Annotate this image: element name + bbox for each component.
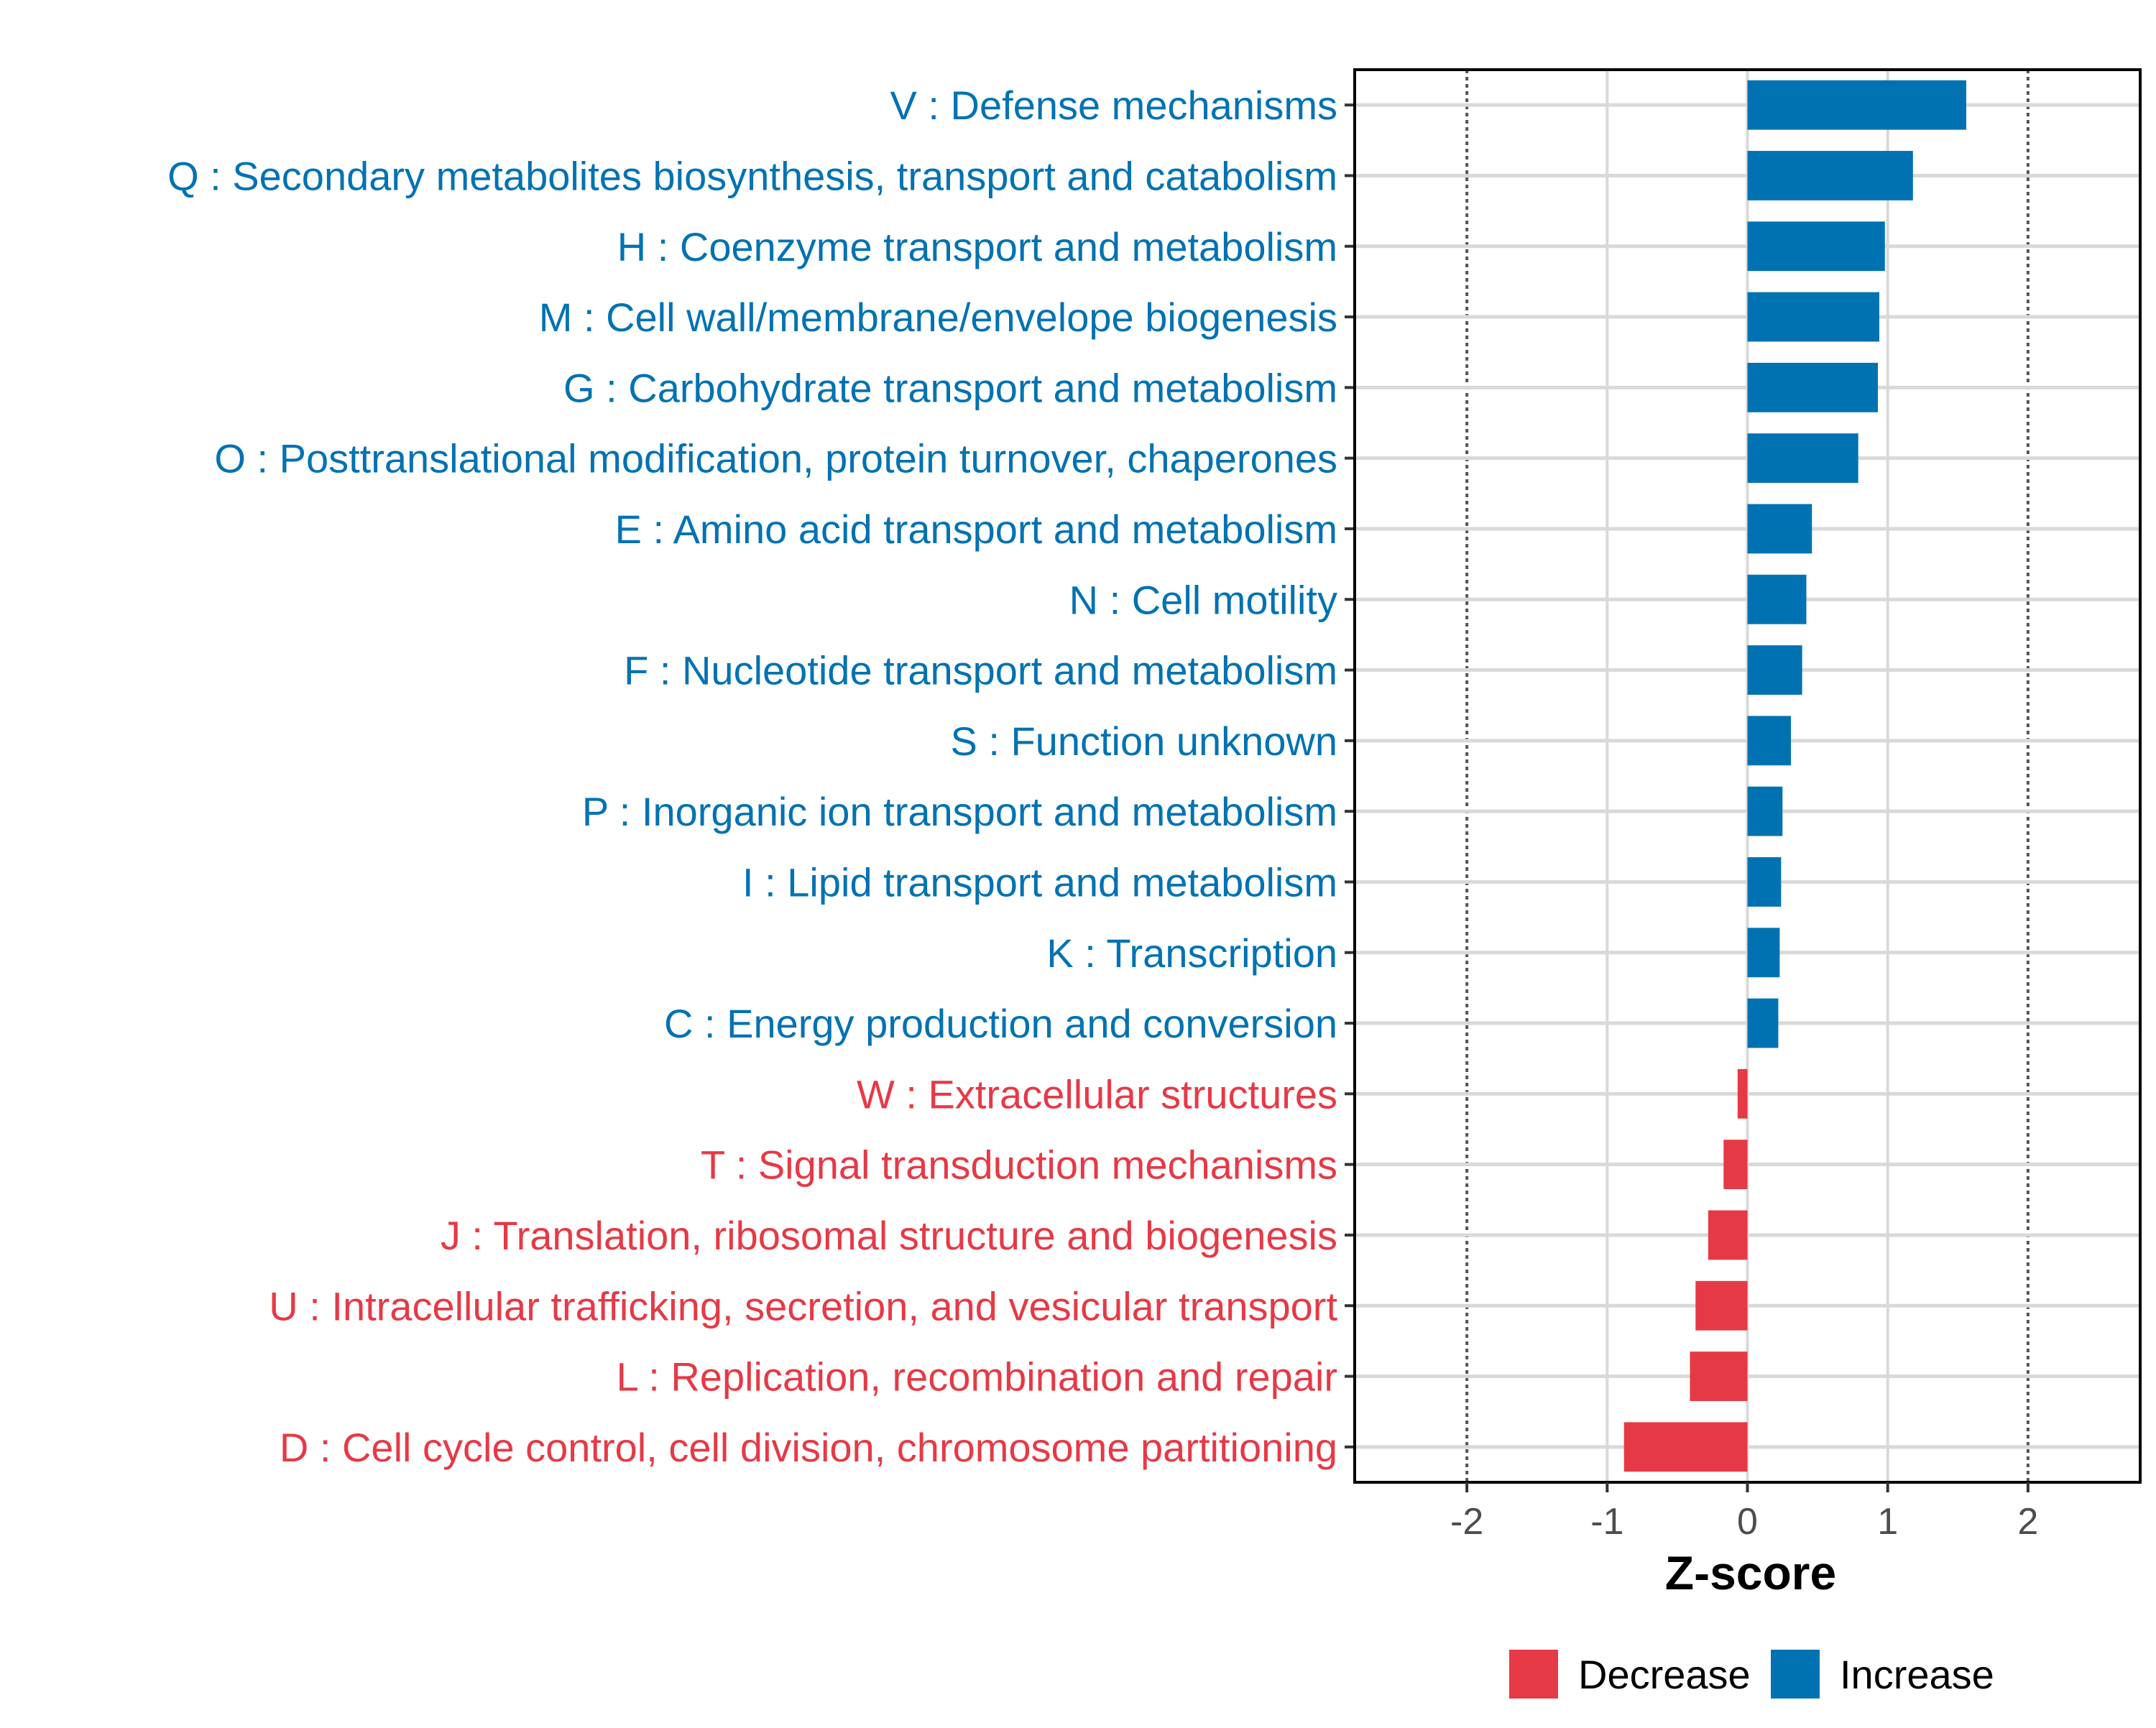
- category-label: V : Defense mechanisms: [890, 83, 1337, 128]
- category-label: K : Transcription: [1046, 930, 1337, 976]
- bar-g: [1747, 362, 1879, 412]
- bar-p: [1747, 786, 1783, 836]
- x-tick-label: 1: [1877, 1501, 1898, 1543]
- bar-u: [1695, 1280, 1748, 1331]
- category-label: F : Nucleotide transport and metabolism: [624, 648, 1337, 693]
- bar-c: [1747, 998, 1779, 1048]
- bar-i: [1747, 857, 1782, 907]
- category-label: N : Cell motility: [1069, 577, 1337, 622]
- x-axis-title: Z-score: [1665, 1546, 1836, 1599]
- category-label: D : Cell cycle control, cell division, c…: [280, 1425, 1337, 1470]
- bar-j: [1708, 1210, 1748, 1260]
- category-label: Q : Secondary metabolites biosynthesis, …: [167, 153, 1337, 198]
- category-label: H : Coenzyme transport and metabolism: [617, 224, 1337, 269]
- bar-f: [1747, 645, 1802, 695]
- x-tick-label: 0: [1737, 1501, 1758, 1543]
- category-label: G : Carbohydrate transport and metabolis…: [563, 365, 1337, 410]
- x-tick-label: -1: [1590, 1501, 1623, 1543]
- category-label: M : Cell wall/membrane/envelope biogenes…: [539, 295, 1337, 340]
- bar-t: [1723, 1140, 1748, 1190]
- bar-h: [1747, 221, 1885, 272]
- bar-m: [1747, 292, 1879, 342]
- bar-e: [1747, 504, 1812, 554]
- bar-layer: [1623, 80, 1966, 1472]
- category-label-layer: V : Defense mechanisms Q : Secondary meta…: [167, 83, 1337, 1470]
- bar-q: [1747, 151, 1913, 200]
- category-label: I : Lipid transport and metabolism: [742, 859, 1337, 905]
- category-label: O : Posttranslational modification, prot…: [214, 436, 1337, 481]
- legend: Decrease Increase: [1509, 1650, 1994, 1699]
- bar-o: [1747, 433, 1858, 484]
- grid-layer: [1355, 70, 2140, 1482]
- legend-swatch-decrease: [1509, 1650, 1558, 1699]
- category-label: C : Energy production and conversion: [664, 1001, 1337, 1046]
- axis-layer: -2 -1 0 1 2: [1345, 68, 2142, 1543]
- bar-d: [1623, 1422, 1748, 1472]
- legend-swatch-increase: [1771, 1650, 1820, 1699]
- category-label: J : Translation, ribosomal structure and…: [441, 1213, 1337, 1258]
- bar-w: [1737, 1068, 1748, 1119]
- category-label: W : Extracellular structures: [857, 1071, 1337, 1117]
- bar-n: [1747, 574, 1807, 624]
- category-label: U : Intracellular trafficking, secretion…: [269, 1283, 1337, 1329]
- bar-k: [1747, 928, 1780, 978]
- legend-label-decrease: Decrease: [1578, 1652, 1751, 1697]
- category-label: L : Replication, recombination and repai…: [617, 1354, 1337, 1400]
- legend-label-increase: Increase: [1840, 1652, 1994, 1697]
- bar-s: [1747, 716, 1792, 766]
- x-tick-label: 2: [2017, 1501, 2038, 1543]
- category-label: S : Function unknown: [950, 719, 1337, 764]
- bar-l: [1690, 1352, 1748, 1401]
- x-tick-label: -2: [1450, 1501, 1483, 1543]
- category-label: T : Signal transduction mechanisms: [701, 1142, 1337, 1188]
- category-label: P : Inorganic ion transport and metaboli…: [582, 789, 1337, 834]
- bar-v: [1747, 80, 1966, 130]
- category-label: E : Amino acid transport and metabolism: [615, 507, 1337, 552]
